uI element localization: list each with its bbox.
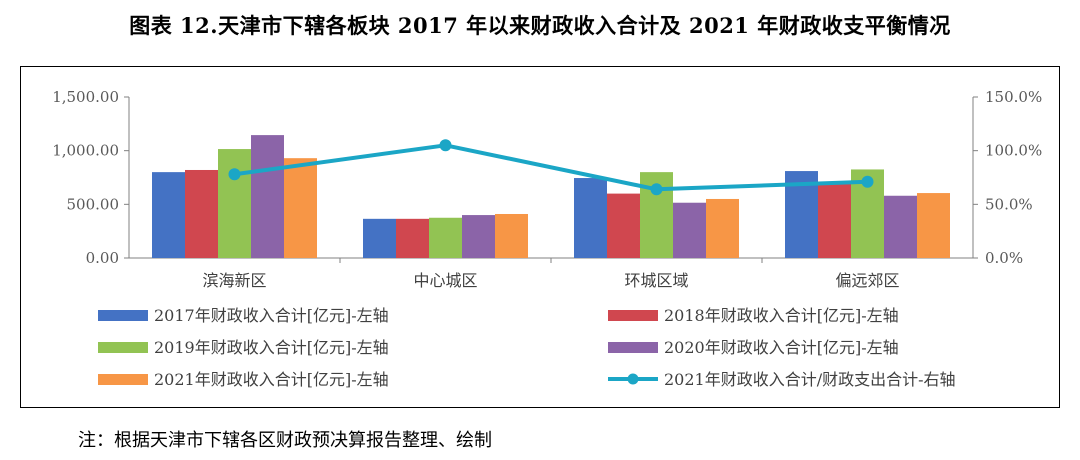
bar-5-2: [495, 213, 528, 258]
ratio-point-1: [228, 168, 241, 181]
bar-5-1: [284, 158, 317, 258]
figure-note: 注：根据天津市下辖各区财政预决算报告整理、绘制: [78, 430, 492, 451]
legend-swatch-5: [98, 374, 148, 385]
legend-swatch-4: [608, 342, 658, 353]
bar-4-4: [884, 195, 917, 258]
bar-3-1: [218, 149, 251, 258]
bar-4-2: [462, 215, 495, 258]
category-label: 环城区域: [624, 271, 688, 290]
right-axis-tick-label: 50.0%: [985, 195, 1033, 213]
ratio-point-4: [861, 175, 874, 188]
legend-label-5: 2021年财政收入合计[亿元]-左轴: [154, 370, 389, 389]
left-axis-tick-label: 1,000.00: [52, 142, 119, 160]
legend-label-2: 2018年财政收入合计[亿元]-左轴: [664, 306, 899, 325]
bar-1-1: [152, 172, 185, 258]
right-axis-tick-label: 150.0%: [985, 88, 1042, 106]
right-axis-tick-label: 100.0%: [985, 142, 1042, 160]
legend-label-6: 2021年财政收入合计/财政支出合计-右轴: [664, 370, 956, 389]
category-label: 滨海新区: [202, 271, 266, 290]
bar-2-2: [396, 218, 429, 258]
legend-label-3: 2019年财政收入合计[亿元]-左轴: [154, 338, 389, 357]
ratio-line: [234, 143, 868, 192]
figure-title: 图表 12.天津市下辖各板块 2017 年以来财政收入合计及 2021 年财政收…: [129, 13, 951, 38]
bar-4-3: [673, 202, 706, 258]
legend-swatch-3: [98, 342, 148, 353]
legend-label-4: 2020年财政收入合计[亿元]-左轴: [664, 338, 899, 357]
bar-2-4: [818, 183, 851, 258]
right-axis-tick-label: 0.0%: [985, 249, 1023, 267]
bar-4-1: [251, 135, 284, 258]
left-axis-tick-label: 500.00: [67, 195, 120, 213]
category-label: 中心城区: [413, 271, 477, 290]
chart-frame: 0.00 500.00 1,000.00 1,500.00 0.0% 50.0% 100.0…: [20, 66, 1060, 408]
legend-swatch-marker: [627, 373, 639, 385]
ratio-point-3: [650, 183, 663, 196]
ratio-point-2: [439, 139, 452, 152]
category-label: 偏远郊区: [835, 271, 899, 290]
left-axis-tick-label: 1,500.00: [52, 88, 119, 106]
left-axis-tick-label: 0.00: [86, 249, 119, 267]
bar-5-4: [917, 193, 950, 258]
legend-swatch-1: [98, 310, 148, 321]
bar-1-3: [574, 178, 607, 258]
bar-5-3: [706, 198, 739, 258]
legend-label-1: 2017年财政收入合计[亿元]-左轴: [154, 306, 389, 325]
legend-swatch-2: [608, 310, 658, 321]
bar-3-2: [429, 217, 462, 258]
chart: 0.00 500.00 1,000.00 1,500.00 0.0% 50.0% 100.0…: [52, 88, 1042, 389]
bar-2-3: [607, 193, 640, 258]
bar-2-1: [185, 169, 218, 258]
bar-1-2: [363, 218, 396, 258]
